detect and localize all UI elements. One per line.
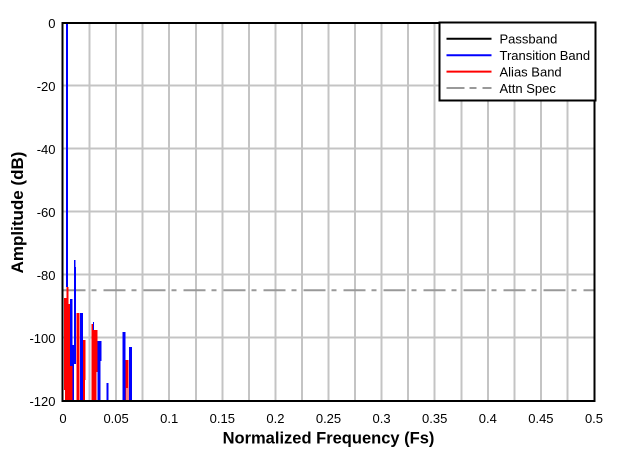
- svg-text:-120: -120: [29, 394, 55, 409]
- svg-text:0: 0: [48, 16, 55, 31]
- svg-text:Passband: Passband: [500, 32, 558, 47]
- svg-text:0.4: 0.4: [479, 411, 497, 426]
- svg-text:0.2: 0.2: [266, 411, 284, 426]
- svg-text:-20: -20: [37, 79, 56, 94]
- svg-text:Normalized Frequency (Fs): Normalized Frequency (Fs): [223, 430, 435, 448]
- svg-text:0.15: 0.15: [210, 411, 235, 426]
- svg-text:0.25: 0.25: [316, 411, 341, 426]
- svg-text:Transition Band: Transition Band: [500, 48, 591, 63]
- svg-text:0.1: 0.1: [160, 411, 178, 426]
- svg-text:-40: -40: [37, 142, 56, 157]
- svg-text:Amplitude (dB): Amplitude (dB): [8, 152, 27, 274]
- svg-text:0.3: 0.3: [373, 411, 391, 426]
- svg-text:Attn Spec: Attn Spec: [500, 81, 557, 96]
- svg-text:0.05: 0.05: [103, 411, 128, 426]
- svg-text:-80: -80: [37, 268, 56, 283]
- svg-text:Alias Band: Alias Band: [500, 65, 562, 80]
- svg-text:0: 0: [59, 411, 66, 426]
- svg-text:0.35: 0.35: [422, 411, 447, 426]
- svg-text:0.5: 0.5: [585, 411, 603, 426]
- svg-text:-60: -60: [37, 205, 56, 220]
- svg-text:-100: -100: [29, 331, 55, 346]
- svg-text:0.45: 0.45: [528, 411, 553, 426]
